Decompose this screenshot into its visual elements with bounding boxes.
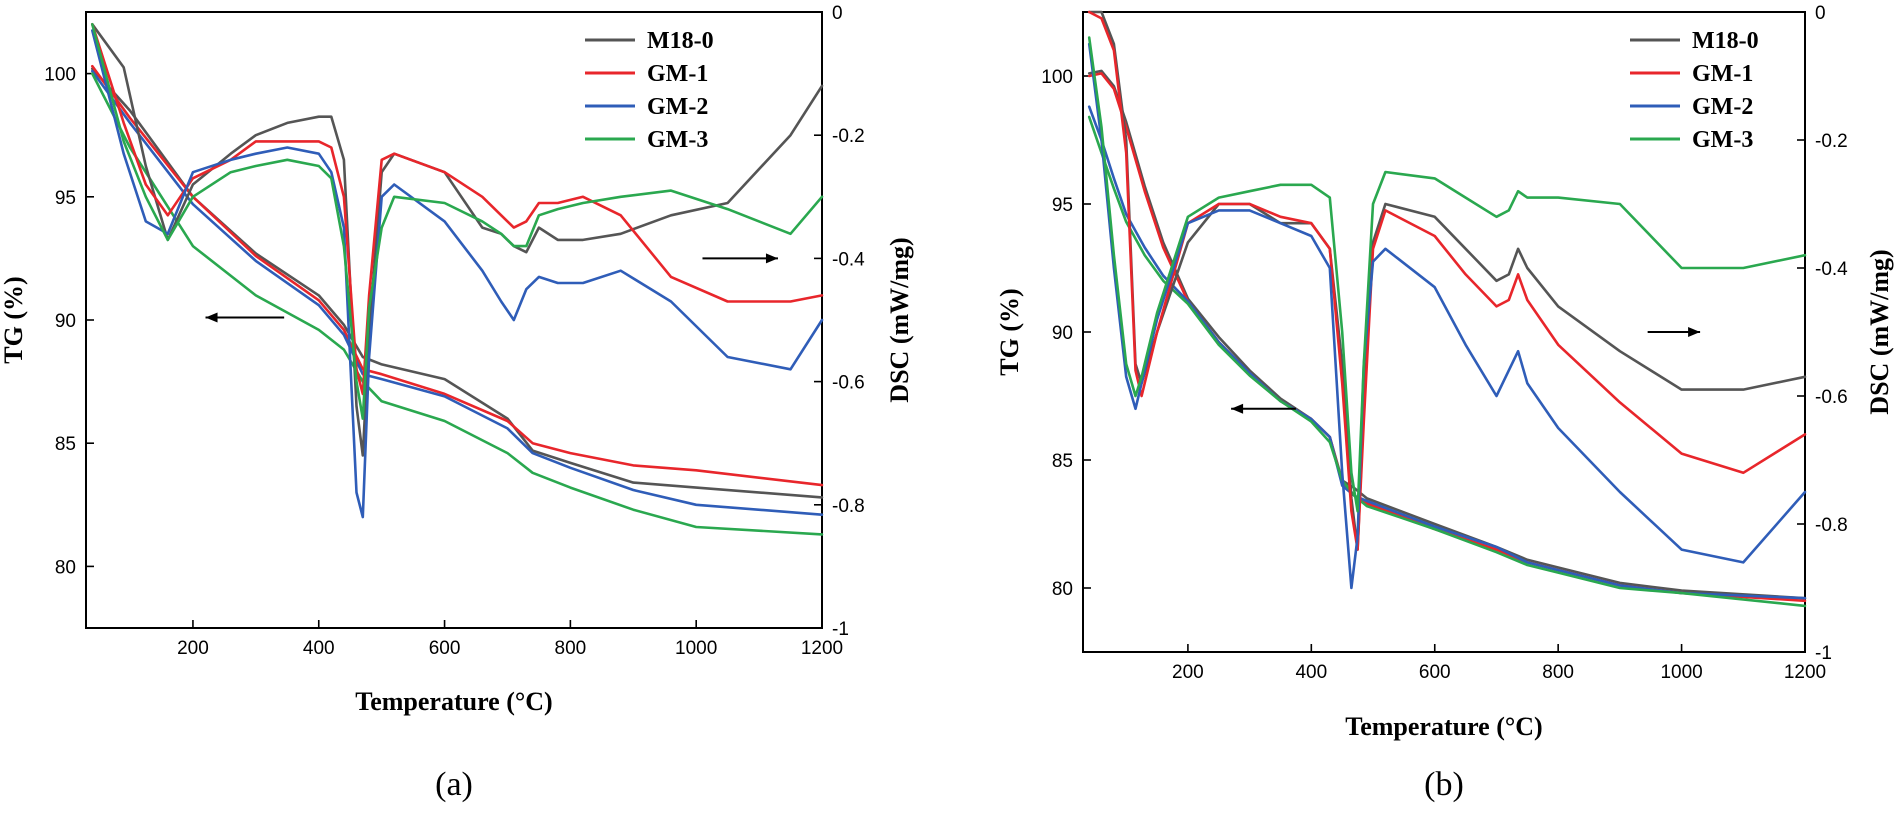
panel-a-frame xyxy=(85,11,823,629)
x-tick-label: 1200 xyxy=(801,638,843,659)
panel-a-x-axis-label: Temperature (°C) xyxy=(355,687,552,716)
y2-tick-label: -0.8 xyxy=(832,496,865,517)
legend-label-gm-3: GM-3 xyxy=(1692,127,1753,153)
x-tick-label: 1200 xyxy=(1784,662,1826,683)
series-gm-2-dsc xyxy=(1087,42,1807,590)
y2-tick-label: -0.6 xyxy=(832,373,865,394)
x-tick-label: 400 xyxy=(1295,662,1327,683)
x-tick-label: 400 xyxy=(303,638,335,659)
series-m18-0-dsc xyxy=(1087,10,1807,551)
x-tick-label: 200 xyxy=(177,638,209,659)
y2-tick-label: 0 xyxy=(832,3,843,24)
legend-label-m18-0: M18-0 xyxy=(647,28,714,54)
legend-label-gm-2: GM-2 xyxy=(647,94,708,120)
panel-b-arrows xyxy=(1231,327,1701,414)
series-gm-3-dsc xyxy=(91,22,824,420)
series-gm-1-tg xyxy=(91,64,824,487)
panel-a-y-axis-label: TG (%) xyxy=(0,276,28,363)
series-gm-3-tg xyxy=(91,72,824,536)
y2-tick-label: -0.2 xyxy=(1815,131,1848,152)
y-tick-label: 100 xyxy=(44,65,76,86)
legend-label-gm-3: GM-3 xyxy=(647,127,708,153)
y-tick-label: 85 xyxy=(55,434,76,455)
series-m18-0-tg xyxy=(91,67,824,499)
x-tick-label: 800 xyxy=(1542,662,1574,683)
panel-a-x-ticks: 200 400 600 800 1000 1200 xyxy=(177,620,843,659)
y-tick-label: 80 xyxy=(1052,579,1073,600)
panel-b-x-axis-label: Temperature (°C) xyxy=(1345,712,1542,741)
legend-label-gm-1: GM-1 xyxy=(647,61,708,87)
panel-b-legend: M18-0 GM-1 GM-2 GM-3 xyxy=(1630,28,1759,153)
series-gm-2-tg xyxy=(91,69,824,517)
y2-tick-label: -0.8 xyxy=(1815,515,1848,536)
arrow-left-head xyxy=(205,312,218,323)
y-tick-label: 90 xyxy=(55,311,76,332)
y2-tick-label: -0.4 xyxy=(1815,259,1848,280)
panel-b-y-axis-label: TG (%) xyxy=(995,288,1024,375)
series-gm-2-dsc xyxy=(91,29,824,519)
series-gm-1-dsc xyxy=(91,22,824,396)
x-tick-label: 600 xyxy=(1419,662,1451,683)
y2-tick-label: -1 xyxy=(1815,643,1832,664)
x-tick-label: 1000 xyxy=(1660,662,1702,683)
x-tick-label: 1000 xyxy=(675,638,717,659)
y2-tick-label: -1 xyxy=(832,619,849,640)
y2-tick-label: 0 xyxy=(1815,3,1826,24)
y2-tick-label: -0.6 xyxy=(1815,387,1848,408)
panel-a-y2-axis-label: DSC (mW/mg) xyxy=(885,237,914,402)
panel-a-legend: M18-0 GM-1 GM-2 GM-3 xyxy=(585,28,714,153)
y-tick-label: 85 xyxy=(1052,451,1073,472)
y-tick-label: 90 xyxy=(1052,323,1073,344)
panel-b-series xyxy=(1087,10,1807,608)
panel-a-y-ticks: 80 85 90 95 100 xyxy=(44,65,94,578)
panel-b-y2-axis-label: DSC (mW/mg) xyxy=(1865,249,1894,414)
panel-a-y2-ticks: -1 -0.8 -0.6 -0.4 -0.2 0 xyxy=(814,3,865,640)
panel-b-caption: (b) xyxy=(1424,766,1464,803)
y-tick-label: 95 xyxy=(1052,195,1073,216)
x-tick-label: 600 xyxy=(429,638,461,659)
legend-label-gm-1: GM-1 xyxy=(1692,61,1753,87)
x-tick-label: 800 xyxy=(555,638,587,659)
y-tick-label: 100 xyxy=(1041,67,1073,88)
series-gm-3-dsc xyxy=(1087,36,1807,513)
arrow-right-head xyxy=(1688,327,1701,337)
panel-a-caption: (a) xyxy=(435,766,473,803)
legend-label-m18-0: M18-0 xyxy=(1692,28,1759,54)
series-gm-2-tg xyxy=(1087,105,1807,600)
x-tick-label: 200 xyxy=(1172,662,1204,683)
arrow-right-head xyxy=(765,253,778,264)
y2-tick-label: -0.2 xyxy=(832,126,865,147)
arrow-left-head xyxy=(1231,403,1244,414)
series-gm-1-dsc xyxy=(1087,10,1807,551)
y2-tick-label: -0.4 xyxy=(832,249,865,270)
panel-a-series xyxy=(91,22,824,536)
y-tick-label: 95 xyxy=(55,188,76,209)
y-tick-label: 80 xyxy=(55,557,76,578)
panel-b-x-ticks: 200 400 600 800 1000 1200 xyxy=(1172,644,1826,683)
panel-b-y2-ticks: -1 -0.8 -0.6 -0.4 -0.2 0 xyxy=(1797,3,1848,664)
panel-a-arrows xyxy=(205,253,778,323)
panel-b-y-ticks: 80 85 90 95 100 xyxy=(1041,67,1091,600)
series-gm-3-tg xyxy=(1087,115,1807,608)
legend-label-gm-2: GM-2 xyxy=(1692,94,1753,120)
